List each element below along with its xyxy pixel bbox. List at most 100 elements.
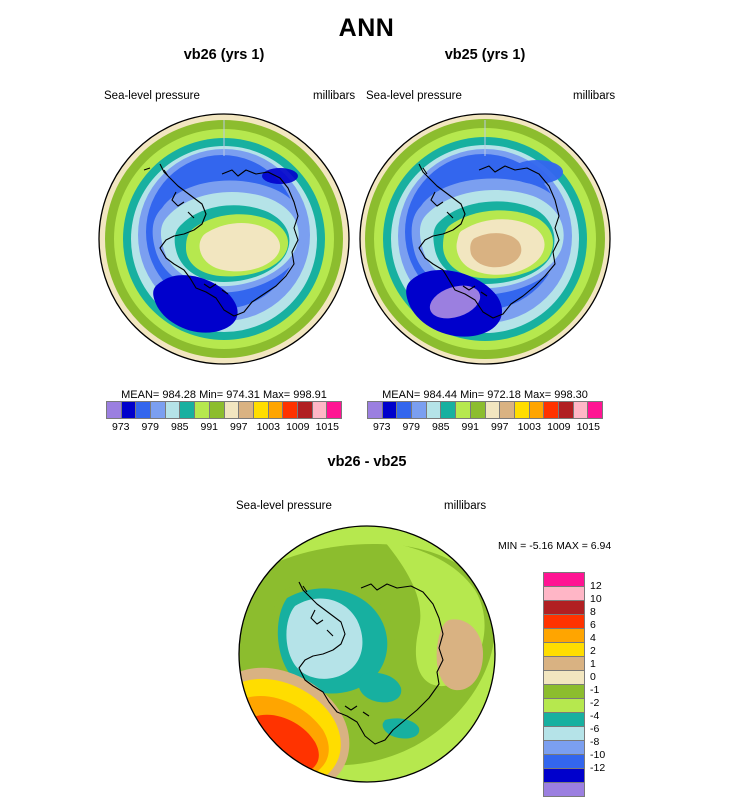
- colorbar-tick-label: 991: [200, 421, 219, 433]
- colorbar-swatch-11: [529, 402, 545, 418]
- colorbar-swatch-11: [268, 402, 284, 418]
- colorbar-diff-tick-label: -2: [590, 697, 600, 709]
- colorbar-swatch-15: [327, 402, 341, 418]
- colorbar-swatch-14: [312, 402, 328, 418]
- variable-label-diff: Sea-level pressure: [236, 500, 332, 512]
- unit-label-right: millibars: [573, 90, 616, 102]
- colorbar-diff-tick-label: -6: [590, 723, 600, 735]
- colorbar-swatch-6: [456, 402, 471, 418]
- colorbar-swatch-9: [500, 402, 515, 418]
- colorbar-diff-tick-label: -12: [590, 762, 606, 774]
- colorbar-diff-swatch-10: [544, 713, 584, 727]
- colorbar-tick-label: 1015: [315, 421, 339, 433]
- colorbar-swatch-3: [151, 402, 166, 418]
- colorbar-tick-label: 1003: [517, 421, 541, 433]
- colorbar-diff-swatch-4: [544, 629, 584, 643]
- colorbar-tick-label: 997: [490, 421, 509, 433]
- colorbar-diff-tick-label: 10: [590, 593, 602, 605]
- colorbar-diff-tick-label: 2: [590, 645, 596, 657]
- colorbar-tick-label: 997: [229, 421, 248, 433]
- colorbar-diff-tick-label: 6: [590, 619, 596, 631]
- colorbar-diff-tick-label: 0: [590, 671, 596, 683]
- colorbar-diff-swatch-1: [544, 587, 584, 601]
- unit-label-diff: millibars: [444, 500, 487, 512]
- colorbar-swatch-2: [136, 402, 152, 418]
- colorbar-left: 973 979 985 991 997 1003 1009 1015: [106, 401, 342, 433]
- colorbar-swatch-13: [297, 402, 313, 418]
- stats-diff: MIN = -5.16 MAX = 6.94: [498, 540, 612, 552]
- colorbar-diff-tick-label: -1: [590, 684, 600, 696]
- polar-map-vb26: [98, 113, 350, 365]
- colorbar-tick-label: 1015: [576, 421, 600, 433]
- colorbar-diff-swatch-0: [544, 573, 584, 587]
- colorbar-swatch-12: [544, 402, 559, 418]
- colorbar-swatch-4: [426, 402, 442, 418]
- variable-label-left: Sea-level pressure: [104, 90, 200, 102]
- colorbar-diff-tick-label: -8: [590, 736, 600, 748]
- polar-map-difference: [238, 525, 496, 783]
- colorbar-tick-label: 985: [170, 421, 189, 433]
- panel-title-right: vb25 (yrs 1): [444, 47, 526, 63]
- stats-right: MEAN= 984.44 Min= 972.18 Max= 998.30: [382, 389, 588, 401]
- colorbar-swatch-13: [558, 402, 574, 418]
- colorbar-tick-label: 985: [431, 421, 450, 433]
- colorbar-diff-tick-label: 12: [590, 580, 602, 592]
- colorbar-tick-label: 979: [141, 421, 160, 433]
- variable-label-right: Sea-level pressure: [366, 90, 462, 102]
- colorbar-diff-swatch-12: [544, 741, 584, 755]
- colorbar-swatch-10: [253, 402, 269, 418]
- colorbar-diff-swatch-14: [544, 769, 584, 783]
- colorbar-tick-label: 979: [402, 421, 421, 433]
- colorbar-swatch-4: [165, 402, 181, 418]
- colorbar-tick-label: 1003: [256, 421, 280, 433]
- colorbar-diff-tick-label: 8: [590, 606, 596, 618]
- colorbar-swatch-1: [382, 402, 398, 418]
- colorbar-left-swatches: [106, 401, 342, 419]
- colorbar-swatch-10: [514, 402, 530, 418]
- colorbar-swatch-7: [209, 402, 225, 418]
- colorbar-diff-tick-label: -4: [590, 710, 600, 722]
- colorbar-tick-label: 1009: [286, 421, 310, 433]
- colorbar-diff-swatch-13: [544, 755, 584, 769]
- colorbar-right-labels: 973 979 985 991 997 1003 1009 1015: [367, 421, 603, 435]
- colorbar-swatch-3: [412, 402, 427, 418]
- colorbar-diff-swatch-5: [544, 643, 584, 657]
- colorbar-tick-label: 1009: [547, 421, 571, 433]
- colorbar-swatch-8: [485, 402, 501, 418]
- stats-left: MEAN= 984.28 Min= 974.31 Max= 998.91: [121, 389, 327, 401]
- colorbar-tick-label: 991: [461, 421, 480, 433]
- colorbar-diff-swatch-11: [544, 727, 584, 741]
- colorbar-diff-swatch-15: [544, 783, 584, 796]
- colorbar-swatch-5: [180, 402, 196, 418]
- colorbar-difference-swatches: [543, 572, 585, 797]
- colorbar-diff-swatch-3: [544, 615, 584, 629]
- colorbar-swatch-2: [397, 402, 413, 418]
- colorbar-right: 973 979 985 991 997 1003 1009 1015: [367, 401, 603, 433]
- colorbar-difference: 12 10 8 6 4 2 1 0 -1 -2 -4 -6 -8 -10 -12: [543, 572, 605, 797]
- colorbar-swatch-6: [195, 402, 210, 418]
- unit-label-left: millibars: [313, 90, 356, 102]
- colorbar-swatch-12: [283, 402, 298, 418]
- colorbar-swatch-15: [588, 402, 602, 418]
- page-title: ANN: [338, 14, 395, 42]
- colorbar-diff-swatch-6: [544, 657, 584, 671]
- colorbar-tick-label: 973: [372, 421, 391, 433]
- colorbar-swatch-0: [107, 402, 122, 418]
- colorbar-swatch-14: [573, 402, 589, 418]
- colorbar-swatch-1: [121, 402, 137, 418]
- colorbar-diff-swatch-7: [544, 671, 584, 685]
- panel-title-left: vb26 (yrs 1): [183, 47, 265, 63]
- panel-title-diff: vb26 - vb25: [327, 454, 407, 470]
- colorbar-diff-tick-label: 4: [590, 632, 596, 644]
- colorbar-diff-tick-label: -10: [590, 749, 606, 761]
- polar-map-vb25: [359, 113, 611, 365]
- colorbar-tick-label: 973: [111, 421, 130, 433]
- colorbar-swatch-9: [239, 402, 254, 418]
- colorbar-swatch-8: [224, 402, 240, 418]
- colorbar-diff-tick-label: 1: [590, 658, 596, 670]
- colorbar-diff-swatch-2: [544, 601, 584, 615]
- colorbar-diff-swatch-9: [544, 699, 584, 713]
- colorbar-swatch-0: [368, 402, 383, 418]
- colorbar-diff-swatch-8: [544, 685, 584, 699]
- colorbar-swatch-7: [470, 402, 486, 418]
